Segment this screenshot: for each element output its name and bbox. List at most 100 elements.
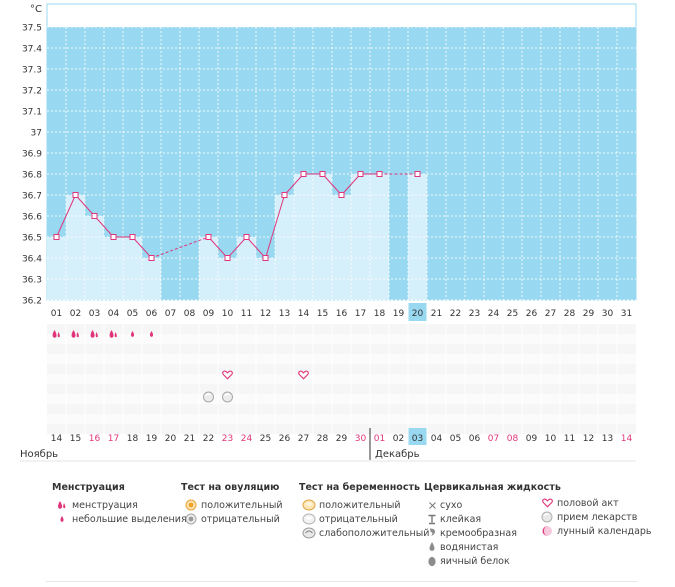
- temperature-point: [91, 213, 98, 219]
- temperature-chart-svg: 37.5 37.4 37.3 37.2 37.1 37 36.9 36.8 36.7 36.6 36…: [20, 3, 637, 462]
- cycle-day-label: 06: [146, 309, 158, 319]
- temperature-line: [94, 215, 114, 238]
- legend-item-spotting: небольшие выделения: [52, 512, 187, 526]
- y-tick-label: 36.3: [22, 276, 42, 286]
- calendar-date-label: 24: [241, 434, 253, 444]
- marker-grid-row: [47, 324, 636, 334]
- temperature-line-gap: [151, 236, 209, 259]
- legend-item-dry: сухо: [424, 498, 561, 512]
- cycle-day-label: 19: [393, 309, 405, 319]
- temperature-point: [224, 255, 231, 261]
- current-day-highlight: [408, 303, 427, 321]
- cycle-day-label: 08: [184, 309, 196, 319]
- month-label-december: Декабрь: [375, 449, 420, 460]
- sticky-icon: [424, 514, 440, 525]
- temperature-line: [227, 236, 247, 259]
- calendar-date-label: 20: [165, 434, 177, 444]
- marker-grid-row: [47, 354, 636, 364]
- y-tick-label: 37: [31, 129, 42, 139]
- calendar-date-label: 22: [203, 434, 214, 444]
- calendar-date-label: 21: [184, 434, 195, 444]
- calendar-date-label: 17: [108, 434, 119, 444]
- bottom-divider: [46, 581, 637, 582]
- legend-item-sticky: клейкая: [424, 512, 561, 526]
- y-tick-label: 36.7: [22, 192, 42, 202]
- legend-item-watery: водянистая: [424, 540, 561, 554]
- temperature-column: [123, 237, 142, 300]
- cycle-day-label: 10: [222, 309, 234, 319]
- calendar-date-label: 14: [51, 434, 63, 444]
- cycle-day-label: 04: [108, 309, 120, 319]
- temperature-line: [132, 236, 152, 259]
- egg-white-icon: [424, 555, 440, 567]
- temperature-line: [322, 173, 342, 196]
- cycle-day-label: 14: [298, 309, 310, 319]
- marker-grid-row: [47, 374, 636, 384]
- calendar-date-label: 10: [545, 434, 557, 444]
- legend-item-pregnancy-weak: слабоположительный: [299, 526, 429, 540]
- y-tick-label: 36.5: [22, 234, 42, 244]
- calendar-date-label: 15: [70, 434, 81, 444]
- calendar-date-label: 02: [393, 434, 404, 444]
- cycle-day-label: 31: [621, 309, 632, 319]
- temperature-point: [300, 171, 307, 177]
- menstruation-drop-icon: [52, 499, 72, 511]
- calendar-date-label: 30: [355, 434, 367, 444]
- cycle-day-label: 25: [507, 309, 518, 319]
- legend-title-menstruation: Менструация: [52, 482, 125, 493]
- legend-title-ovulation: Тест на овуляцию: [181, 482, 280, 493]
- temperature-point: [281, 192, 288, 198]
- temperature-line: [56, 194, 76, 238]
- legend-item-menstruation: менструация: [52, 498, 187, 512]
- y-tick-label: 36.8: [22, 171, 42, 181]
- temperature-point: [53, 234, 60, 240]
- calendar-date-label: 06: [469, 434, 481, 444]
- marker-grid-row: [47, 414, 636, 424]
- calendar-date-label: 08: [507, 434, 519, 444]
- spotting-drop-icon: [52, 514, 72, 524]
- menstruation-drop-icon: [109, 330, 117, 338]
- menstruation-drop-icon: [71, 330, 79, 338]
- y-tick-label: 37.5: [22, 24, 42, 34]
- y-tick-label: 37.4: [22, 45, 42, 55]
- temperature-point: [243, 234, 250, 240]
- calendar-date-label: 01: [374, 434, 385, 444]
- marker-grid-row: [47, 404, 636, 414]
- intercourse-heart-icon: [537, 498, 557, 508]
- y-axis-unit-label: °C: [30, 4, 42, 15]
- cycle-day-label: 02: [70, 309, 81, 319]
- cycle-day-label: 26: [526, 309, 538, 319]
- legend-item-ovulation-positive: положительный: [181, 498, 283, 512]
- temperature-point: [129, 234, 136, 240]
- temperature-point: [262, 255, 269, 261]
- cycle-day-label: 29: [583, 309, 595, 319]
- temperature-column: [332, 195, 351, 300]
- cycle-day-label: 11: [241, 309, 252, 319]
- marker-grid-row: [47, 384, 636, 394]
- cycle-day-label: 16: [336, 309, 348, 319]
- calendar-date-label: 14: [621, 434, 633, 444]
- creamy-icon: [424, 527, 440, 539]
- cycle-day-label: 23: [469, 309, 480, 319]
- temperature-point: [205, 234, 212, 240]
- marker-grid-row: [47, 344, 636, 354]
- y-tick-label: 36.6: [22, 213, 42, 223]
- temperature-column: [408, 174, 427, 300]
- temperature-line: [284, 173, 304, 196]
- legend-menstruation: Менструация менструация небольшие выделе…: [52, 482, 187, 526]
- temperature-point: [414, 171, 421, 177]
- calendar-date-label: 13: [602, 434, 613, 444]
- cycle-day-label: 21: [431, 309, 442, 319]
- ovulation-negative-icon: [181, 513, 201, 525]
- temperature-point: [148, 255, 155, 261]
- legend-pregnancy: Тест на беременность положительный отриц…: [299, 482, 429, 540]
- month-label-november: Ноябрь: [20, 449, 58, 460]
- cycle-day-label: 09: [203, 309, 215, 319]
- y-tick-label: 36.9: [22, 150, 42, 160]
- calendar-date-label: 05: [450, 434, 461, 444]
- legend-title-cervical: Цервикальная жидкость: [424, 482, 561, 493]
- marker-grid-row: [47, 364, 636, 374]
- ovulation-negative-icon: [203, 391, 214, 403]
- calendar-date-label: 04: [431, 434, 443, 444]
